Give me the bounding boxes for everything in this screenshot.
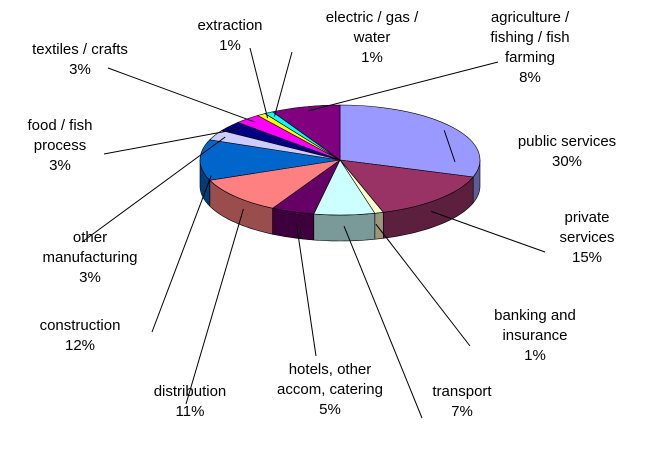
value-label: 8%	[519, 69, 541, 86]
value-label: 7%	[451, 403, 473, 420]
leader-line	[443, 130, 456, 163]
value-label: 30%	[551, 153, 583, 170]
category-label: construction	[39, 317, 121, 334]
slice-label: agriculture / fishing / fish farming 8%	[470, 8, 590, 88]
category-label: textiles / crafts	[32, 41, 128, 58]
value-label: 5%	[319, 401, 341, 418]
value-label: 1%	[361, 49, 383, 66]
slice-label: construction 12%	[20, 316, 140, 356]
slice-label: distribution 11%	[140, 382, 240, 422]
slice-label: banking and insurance 1%	[480, 306, 590, 366]
leader-line	[151, 175, 212, 333]
slice	[199, 139, 341, 181]
category-label: agriculture / fishing / fish farming	[490, 9, 570, 66]
leader-line	[185, 208, 244, 405]
slice-side	[374, 211, 384, 240]
leader-line	[81, 136, 226, 243]
slice	[271, 104, 341, 161]
category-label: hotels, other accom, catering	[277, 361, 383, 398]
leader-line	[107, 67, 255, 123]
leader-line	[430, 210, 546, 253]
slice	[209, 159, 341, 209]
value-label: 3%	[49, 157, 71, 174]
category-label: banking and insurance	[494, 307, 576, 344]
category-label: private services	[559, 209, 615, 246]
slice-label: private services 15%	[547, 208, 627, 268]
category-label: distribution	[153, 383, 227, 400]
slice-label: other manufacturing 3%	[25, 228, 155, 288]
slice-label: public services 30%	[502, 132, 632, 172]
value-label: 3%	[69, 61, 91, 78]
category-label: other manufacturing	[42, 229, 138, 266]
leader-line	[273, 51, 293, 117]
slice-label: extraction 1%	[185, 16, 275, 56]
slice	[339, 104, 481, 178]
category-label: food / fish process	[27, 117, 93, 154]
category-label: public services	[517, 133, 617, 150]
value-label: 3%	[79, 269, 101, 286]
value-label: 1%	[219, 37, 241, 54]
value-label: 1%	[524, 347, 546, 364]
category-label: electric / gas / water	[325, 9, 419, 46]
leader-line	[307, 61, 499, 112]
slice-label: transport 7%	[417, 382, 507, 422]
leader-line	[295, 223, 317, 357]
leader-line	[249, 47, 269, 119]
leader-line	[103, 128, 239, 155]
value-label: 12%	[64, 337, 96, 354]
value-label: 11%	[175, 403, 205, 420]
slice-label: electric / gas / water 1%	[317, 8, 427, 68]
value-label: 15%	[571, 249, 603, 266]
leader-line	[375, 223, 471, 347]
category-label: extraction	[197, 17, 263, 34]
slice	[339, 159, 474, 213]
slice-label: textiles / crafts 3%	[15, 40, 145, 80]
slice-label: hotels, other accom, catering 5%	[275, 360, 385, 420]
category-label: transport	[432, 383, 492, 400]
slice-label: food / fish process 3%	[5, 116, 115, 176]
leader-line	[343, 225, 423, 419]
